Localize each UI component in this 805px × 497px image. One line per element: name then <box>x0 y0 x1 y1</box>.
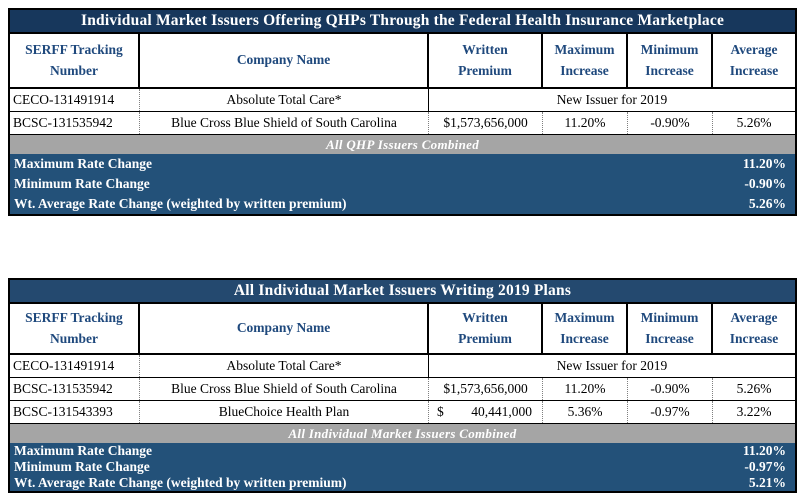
maximum-increase-cell: 11.20% <box>543 378 628 400</box>
minimum-increase-cell: -0.97% <box>628 401 713 423</box>
column-header-written-premium: Written Premium <box>429 34 543 87</box>
column-header-serff-tracking-number: SERFF Tracking Number <box>10 304 140 353</box>
header-line: SERFF Tracking <box>25 310 123 326</box>
header-row: SERFF Tracking Number Company Name Writt… <box>10 34 795 89</box>
header-line: Maximum <box>554 42 615 58</box>
header-line: Minimum <box>640 42 699 58</box>
header-line: SERFF Tracking <box>25 42 123 58</box>
average-increase-cell: 3.22% <box>736 404 772 419</box>
new-issuer-note-cell: New Issuer for 2019 <box>556 92 668 107</box>
minimum-increase-cell: -0.90% <box>628 112 713 134</box>
summary-label: Maximum Rate Change <box>14 443 152 458</box>
summary-value: -0.97% <box>744 459 786 474</box>
new-issuer-note-cell: New Issuer for 2019 <box>556 358 668 373</box>
company-name-cell: Blue Cross Blue Shield of South Carolina <box>140 112 429 134</box>
written-premium-cell: $1,573,656,000 <box>429 378 543 400</box>
all-individual-market-table: All Individual Market Issuers Writing 20… <box>8 278 797 493</box>
header-row: SERFF Tracking Number Company Name Writt… <box>10 304 795 355</box>
column-header-maximum-increase: Maximum Increase <box>543 34 628 87</box>
header-line: Minimum <box>640 310 699 326</box>
summary-label: Minimum Rate Change <box>14 459 150 474</box>
table-row-new-issuer: CECO-131491914 Absolute Total Care* New … <box>10 89 795 112</box>
written-premium-cell: $1,573,656,000 <box>429 112 543 134</box>
column-header-average-increase: Average Increase <box>713 304 795 353</box>
header-line: Increase <box>645 62 694 78</box>
table-row-new-issuer: CECO-131491914 Absolute Total Care* New … <box>10 355 795 378</box>
header-line: Number <box>50 330 98 346</box>
column-header-minimum-increase: Minimum Increase <box>628 304 713 353</box>
written-premium-cell: $ 40,441,000 <box>429 401 543 423</box>
minimum-increase-cell: -0.90% <box>628 378 713 400</box>
company-name-cell: Absolute Total Care* <box>140 355 429 377</box>
summary-row-maximum: Maximum Rate Change 11.20% <box>10 154 795 174</box>
summary-block: Maximum Rate Change 11.20% Minimum Rate … <box>10 154 795 214</box>
company-name-cell: BlueChoice Health Plan <box>140 401 429 423</box>
column-header-serff-tracking-number: SERFF Tracking Number <box>10 34 140 87</box>
combined-band: All QHP Issuers Combined <box>10 135 795 154</box>
table-title: All Individual Market Issuers Writing 20… <box>10 280 795 304</box>
summary-block: Maximum Rate Change 11.20% Minimum Rate … <box>10 443 795 491</box>
column-header-company-name: Company Name <box>140 304 429 353</box>
summary-row-wt-average: Wt. Average Rate Change (weighted by wri… <box>10 194 795 214</box>
header-line: Increase <box>729 330 779 346</box>
summary-value: 11.20% <box>742 443 786 458</box>
header-line: Premium <box>458 330 512 346</box>
summary-value: 5.21% <box>748 475 786 490</box>
header-line: Company Name <box>236 52 331 68</box>
summary-row-minimum: Minimum Rate Change -0.90% <box>10 174 795 194</box>
summary-value: 11.20% <box>742 156 786 171</box>
header-line: Company Name <box>236 320 331 336</box>
serff-number-cell: BCSC-131543393 <box>10 401 140 423</box>
maximum-increase-cell: 5.36% <box>543 401 628 423</box>
summary-value: 5.26% <box>748 196 786 211</box>
header-line: Written <box>462 42 508 58</box>
serff-number-cell: CECO-131491914 <box>10 355 140 377</box>
summary-label: Wt. Average Rate Change (weighted by wri… <box>14 196 347 211</box>
serff-number-cell: CECO-131491914 <box>10 89 140 111</box>
header-line: Increase <box>560 62 609 78</box>
column-header-company-name: Company Name <box>140 34 429 87</box>
column-header-written-premium: Written Premium <box>429 304 543 353</box>
header-line: Increase <box>560 330 609 346</box>
maximum-increase-cell: 11.20% <box>543 112 628 134</box>
summary-row-wt-average: Wt. Average Rate Change (weighted by wri… <box>10 475 795 491</box>
combined-band: All Individual Market Issuers Combined <box>10 424 795 443</box>
company-name-cell: Absolute Total Care* <box>140 89 429 111</box>
column-header-maximum-increase: Maximum Increase <box>543 304 628 353</box>
header-line: Average <box>730 310 778 326</box>
summary-label: Minimum Rate Change <box>14 176 150 191</box>
serff-number-cell: BCSC-131535942 <box>10 112 140 134</box>
summary-row-minimum: Minimum Rate Change -0.97% <box>10 459 795 475</box>
header-line: Average <box>730 42 778 58</box>
currency-symbol: $ <box>437 404 444 419</box>
average-increase-cell: 5.26% <box>736 115 772 130</box>
table-row: BCSC-131535942 Blue Cross Blue Shield of… <box>10 378 795 401</box>
summary-label: Wt. Average Rate Change (weighted by wri… <box>14 475 347 490</box>
header-line: Written <box>462 310 508 326</box>
table-row: BCSC-131535942 Blue Cross Blue Shield of… <box>10 112 795 135</box>
table-row: BCSC-131543393 BlueChoice Health Plan $ … <box>10 401 795 424</box>
column-header-minimum-increase: Minimum Increase <box>628 34 713 87</box>
header-line: Increase <box>645 330 694 346</box>
summary-label: Maximum Rate Change <box>14 156 152 171</box>
summary-row-maximum: Maximum Rate Change 11.20% <box>10 443 795 459</box>
company-name-cell: Blue Cross Blue Shield of South Carolina <box>140 378 429 400</box>
qhp-issuers-table: Individual Market Issuers Offering QHPs … <box>8 8 797 216</box>
column-header-average-increase: Average Increase <box>713 34 795 87</box>
header-line: Number <box>50 62 98 78</box>
header-line: Maximum <box>554 310 615 326</box>
average-increase-cell: 5.26% <box>736 381 772 396</box>
premium-amount: 40,441,000 <box>471 404 532 419</box>
header-line: Increase <box>729 62 779 78</box>
summary-value: -0.90% <box>744 176 786 191</box>
header-line: Premium <box>458 62 512 78</box>
table-title: Individual Market Issuers Offering QHPs … <box>10 10 795 34</box>
serff-number-cell: BCSC-131535942 <box>10 378 140 400</box>
